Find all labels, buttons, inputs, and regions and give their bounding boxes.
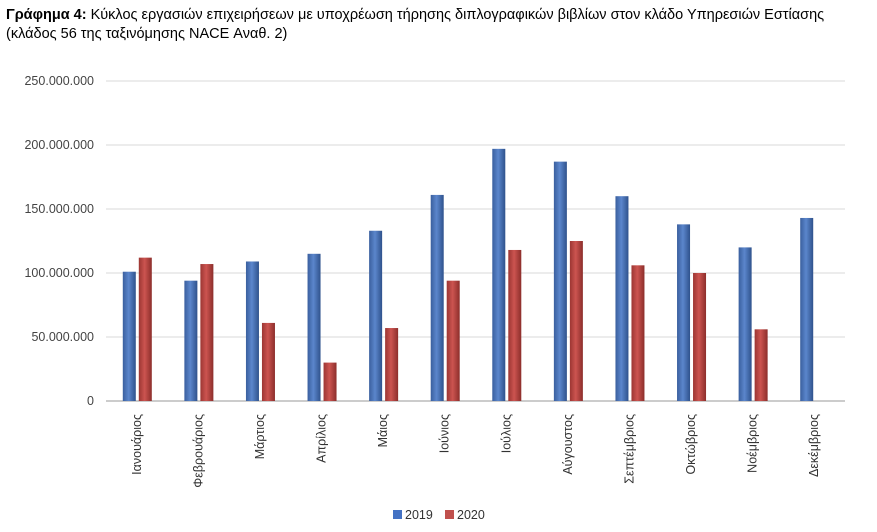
y-tick-label: 250.000.000 bbox=[24, 74, 94, 88]
bar-2019 bbox=[430, 194, 444, 401]
bar-2019 bbox=[492, 148, 506, 401]
x-category-label: Φεβρουάριος bbox=[191, 414, 205, 488]
bar-2020 bbox=[446, 280, 460, 401]
x-category-label: Δεκέμβριος bbox=[807, 414, 821, 477]
x-category-label: Νοέμβριος bbox=[746, 414, 760, 473]
bar-2020 bbox=[569, 241, 583, 401]
bar-2020 bbox=[138, 257, 152, 401]
x-category-label: Οκτώβριος bbox=[684, 414, 698, 475]
bar-2019 bbox=[738, 247, 752, 401]
x-axis-labels: Ιανουάριος Φεβρουάριος Μάρτιος Απρίλιος Μάιο… bbox=[130, 414, 821, 488]
bar-2019 bbox=[307, 253, 321, 401]
x-category-label: Ιανουάριος bbox=[130, 414, 144, 475]
y-tick-label: 100.000.000 bbox=[24, 266, 94, 280]
y-tick-label: 150.000.000 bbox=[24, 202, 94, 216]
bar-2020 bbox=[200, 264, 214, 401]
x-category-label: Μάρτιος bbox=[253, 414, 267, 459]
bar-2019 bbox=[677, 224, 691, 401]
bar-2020 bbox=[631, 265, 645, 401]
bar-2019 bbox=[615, 196, 629, 401]
bar-2020 bbox=[323, 362, 337, 401]
caption-text: Κύκλος εργασιών επιχειρήσεων με υποχρέωσ… bbox=[6, 7, 825, 42]
caption-label: Γράφημα 4: bbox=[6, 7, 87, 23]
gridlines bbox=[106, 80, 845, 402]
bar-2019 bbox=[553, 161, 567, 401]
x-category-label: Ιούνιος bbox=[438, 414, 452, 453]
y-tick-label: 50.000.000 bbox=[31, 330, 94, 344]
bar-2020 bbox=[754, 329, 768, 401]
y-tick-label: 0 bbox=[87, 394, 94, 408]
bar-2020 bbox=[261, 322, 275, 401]
bar-2020 bbox=[385, 328, 399, 401]
bars bbox=[122, 148, 814, 401]
x-category-label: Σεπτέμβριος bbox=[622, 414, 636, 484]
y-axis-ticks: 0 50.000.000 100.000.000 150.000.000 200.000… bbox=[24, 74, 94, 408]
bar-2020 bbox=[508, 249, 522, 401]
bar-2019 bbox=[800, 217, 814, 401]
bar-2020 bbox=[693, 273, 707, 401]
x-category-label: Μάιος bbox=[376, 414, 390, 447]
legend-label: 2019 bbox=[405, 508, 433, 522]
legend-swatch bbox=[445, 510, 454, 519]
legend: 2019 2020 bbox=[393, 508, 485, 522]
chart-caption: Γράφημα 4: Κύκλος εργασιών επιχειρήσεων … bbox=[6, 6, 871, 44]
bar-2019 bbox=[369, 230, 383, 401]
x-category-label: Ιούλιος bbox=[499, 414, 513, 453]
legend-label: 2020 bbox=[457, 508, 485, 522]
bar-2019 bbox=[184, 280, 198, 401]
bar-2019 bbox=[245, 261, 259, 401]
bar-2019 bbox=[122, 271, 136, 401]
x-category-label: Αύγουστος bbox=[561, 414, 575, 475]
y-tick-label: 200.000.000 bbox=[24, 138, 94, 152]
legend-swatch bbox=[393, 510, 402, 519]
x-category-label: Απρίλιος bbox=[315, 414, 329, 463]
